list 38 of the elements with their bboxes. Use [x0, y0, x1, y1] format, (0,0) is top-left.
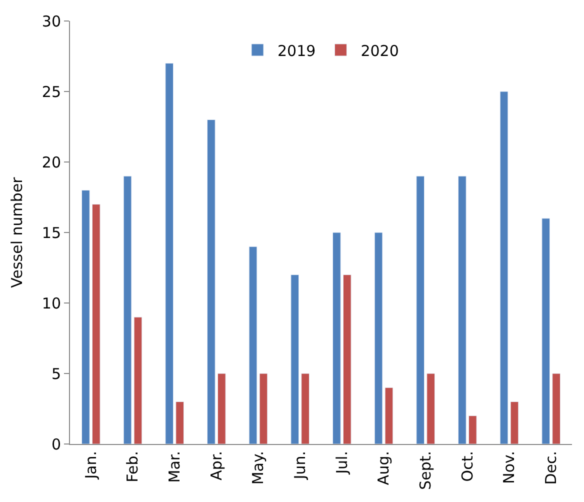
y-tick-label: 15: [42, 224, 61, 242]
x-tick-label: Aug.: [374, 451, 393, 486]
bar: [290, 274, 300, 444]
bar: [217, 373, 226, 444]
y-tick-label: 10: [42, 294, 61, 312]
x-tick-label: Jul.: [332, 451, 351, 475]
y-tick-label: 5: [51, 364, 61, 383]
x-tick-label: Feb.: [124, 451, 142, 482]
legend-label: 2020: [360, 42, 399, 60]
bar: [468, 416, 477, 444]
bar: [342, 274, 352, 444]
x-tick-label: Apr.: [207, 451, 226, 480]
x-tick-label: Jun.: [290, 451, 309, 480]
bar: [458, 176, 466, 444]
x-tick-label: Mar.: [165, 451, 184, 483]
legend-label: 2019: [278, 42, 316, 60]
bar: [176, 401, 184, 444]
y-tick-label: 0: [51, 435, 61, 454]
y-axis-title: Vessel number: [8, 176, 26, 288]
bar: [301, 373, 310, 444]
x-tick-label: May.: [249, 451, 268, 485]
bar: [332, 232, 341, 444]
x-tick-label: Sept.: [416, 451, 434, 490]
x-tick-label: Jan.: [82, 451, 100, 480]
bar: [552, 373, 560, 444]
bar: [92, 204, 100, 444]
bar: [426, 373, 435, 444]
bar: [165, 63, 174, 444]
bar: [542, 218, 550, 444]
bar: [207, 119, 216, 444]
x-tick-label: Dec.: [542, 451, 560, 485]
x-tick-label: Nov.: [500, 451, 518, 484]
x-tick-label: Oct.: [458, 451, 476, 482]
y-tick-label: 30: [42, 12, 61, 30]
bar: [416, 176, 425, 444]
y-tick-label: 20: [42, 153, 61, 172]
y-tick-label: 25: [42, 82, 61, 101]
bar: [82, 190, 90, 444]
